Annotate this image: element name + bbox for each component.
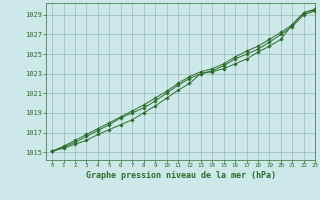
X-axis label: Graphe pression niveau de la mer (hPa): Graphe pression niveau de la mer (hPa) bbox=[86, 171, 276, 180]
